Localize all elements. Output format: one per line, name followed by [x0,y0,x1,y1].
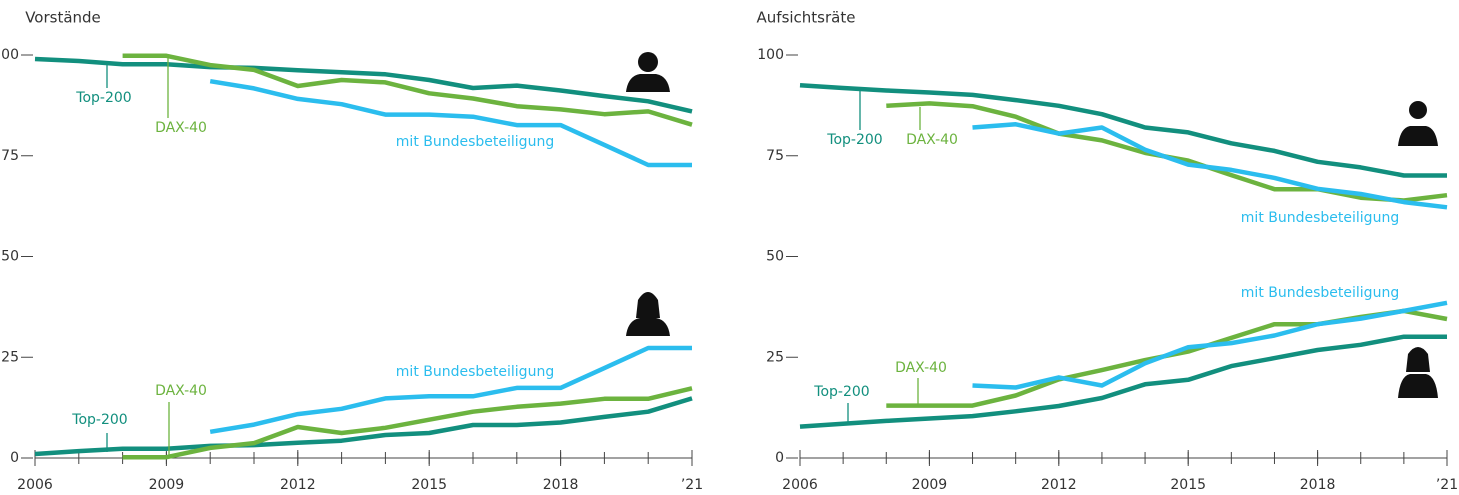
x-tick-label: 2009 [149,477,185,493]
series-label: Top-200 [71,412,127,428]
y-tick-label: 25 [1,349,19,365]
series-label: DAX-40 [155,120,207,136]
series-line [122,386,693,460]
series-line [886,308,1448,408]
icon-woman [626,292,1438,398]
x-tick-label: 2018 [543,477,579,493]
x-tick-label: 2018 [1300,477,1336,493]
series-line [209,345,692,435]
x-tick-label: 2006 [17,477,53,493]
y-tick-label: 50 [1,249,19,265]
y-tick-label: 75 [1,148,19,164]
x-tick-label: 2015 [1170,477,1206,493]
chart-title: Aufsichtsräte [757,9,856,27]
x-tick-label: 2009 [912,477,948,493]
series-line [122,53,693,127]
series-label: mit Bundesbeteiligung [1241,285,1399,301]
series-line [34,396,693,457]
series-line [34,56,693,114]
series-label: Top-200 [826,132,882,148]
series-line [799,334,1447,429]
x-tick-label: 2012 [280,477,316,493]
y-tick-label: 100 [757,47,784,63]
x-tick-label: ’21 [1436,477,1458,493]
x-tick-label: 2015 [411,477,447,493]
series-line [886,101,1448,203]
series-line [799,82,1447,178]
series-label: DAX-40 [895,360,947,376]
y-tick-label: 0 [775,450,784,466]
series-label: DAX-40 [906,132,958,148]
x-tick-label: ’21 [681,477,703,493]
y-tick-label: 75 [766,148,784,164]
series-line [209,78,692,168]
y-tick-label: 100 [0,47,19,63]
y-tick-label: 25 [766,349,784,365]
series-label: DAX-40 [155,383,207,399]
series-label: mit Bundesbeteiligung [396,364,554,380]
y-tick-label: 50 [766,249,784,265]
x-tick-label: 2012 [1041,477,1077,493]
series-label: mit Bundesbeteiligung [396,134,554,150]
x-tick-label: 2006 [782,477,818,493]
icon-man [626,52,1438,146]
chart-title: Vorstände [25,9,101,27]
series-label: Top-200 [813,384,869,400]
series-line [972,300,1448,390]
series-line [972,122,1448,210]
y-tick-label: 0 [10,450,19,466]
series-label: Top-200 [75,90,131,106]
series-label: mit Bundesbeteiligung [1241,210,1399,226]
